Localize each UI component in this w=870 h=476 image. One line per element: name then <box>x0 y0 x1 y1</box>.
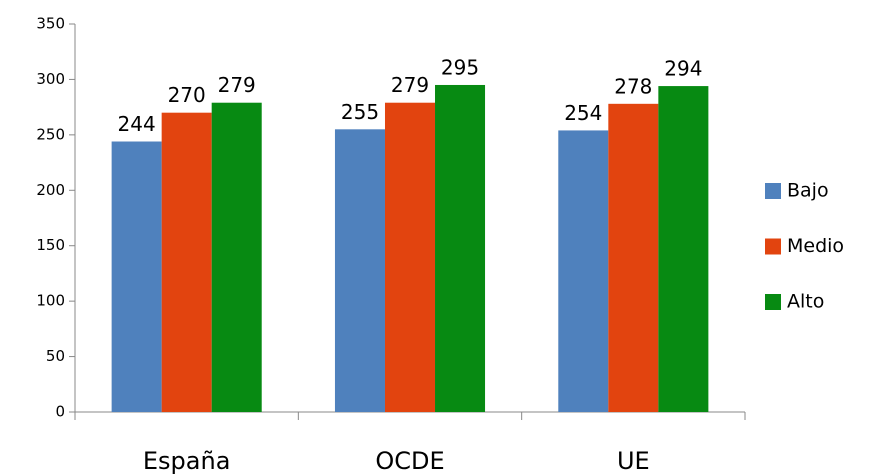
y-tick-label: 50 <box>46 347 65 365</box>
value-label: 255 <box>341 100 379 124</box>
y-tick-label: 100 <box>36 292 65 310</box>
value-label: 244 <box>118 112 156 136</box>
bar <box>435 84 486 412</box>
legend-label: Alto <box>787 291 824 313</box>
legend-swatch <box>765 238 781 255</box>
x-tick-label: España <box>143 447 231 475</box>
bar <box>161 112 212 412</box>
y-tick-label: 0 <box>55 403 65 421</box>
bar <box>384 102 436 413</box>
value-label: 254 <box>564 101 602 125</box>
legend-swatch <box>765 183 781 199</box>
bar <box>558 130 609 412</box>
y-tick-label: 200 <box>36 181 65 199</box>
bar <box>111 141 162 412</box>
value-label: 270 <box>168 83 206 107</box>
value-label: 279 <box>391 73 429 97</box>
y-tick-label: 350 <box>36 15 65 33</box>
y-tick-label: 300 <box>36 70 65 88</box>
bar <box>211 102 262 413</box>
legend-label: Bajo <box>787 180 829 202</box>
bar <box>608 103 659 413</box>
value-label: 294 <box>664 57 702 81</box>
y-tick-label: 250 <box>36 125 65 143</box>
x-tick-label: OCDE <box>375 447 444 475</box>
legend-label: Medio <box>787 235 844 257</box>
y-tick-label: 150 <box>36 236 65 254</box>
x-tick-label: UE <box>617 447 650 475</box>
value-label: 295 <box>441 55 479 79</box>
bar <box>658 86 709 412</box>
value-label: 279 <box>218 73 256 97</box>
bar <box>334 129 385 413</box>
value-label: 278 <box>614 74 652 98</box>
legend-swatch <box>765 294 781 310</box>
